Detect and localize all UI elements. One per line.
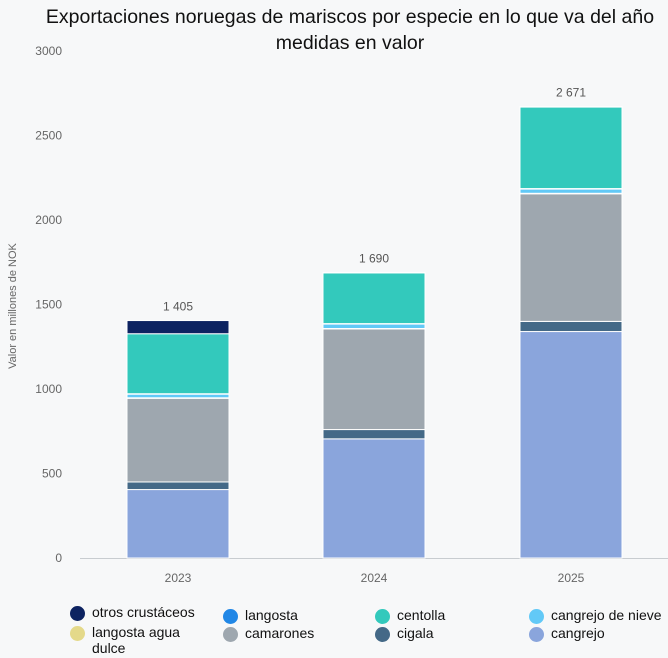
legend-swatch (529, 627, 544, 642)
y-tick-label: 2000 (35, 213, 62, 227)
bar-segment-camarones (322, 328, 426, 431)
legend-item: cigala (375, 625, 434, 642)
y-tick-label: 2500 (35, 129, 62, 143)
x-tick-label: 2025 (558, 571, 585, 585)
y-tick-label: 3000 (35, 44, 62, 58)
legend-item: langosta (223, 607, 298, 624)
legend-label: otros crustáceos (92, 604, 195, 620)
bar-segment-cangrejo (322, 438, 426, 559)
y-tick-label: 1500 (35, 298, 62, 312)
legend-swatch (70, 626, 85, 641)
legend-swatch (223, 609, 238, 624)
legend-item: cangrejo de nieve (529, 607, 662, 624)
legend-label: cigala (397, 625, 434, 641)
x-tick-label: 2024 (361, 571, 388, 585)
chart-legend: otros crustáceos langosta centolla cangrejo… (70, 604, 668, 658)
chart-title: Exportaciones noruegas de mariscos por e… (45, 6, 655, 54)
bar-total-label: 1 690 (359, 251, 389, 265)
bar-segment-cangrejo (519, 331, 623, 559)
legend-swatch (529, 609, 544, 624)
bar-segment-otros-crustáceos (126, 320, 230, 335)
legend-swatch (375, 627, 390, 642)
y-tick-label: 1000 (35, 382, 62, 396)
bar-segment-otros-crustáceos (519, 106, 623, 108)
legend-item: centolla (375, 607, 445, 624)
legend-label: cangrejo (551, 625, 605, 641)
bar-total-label: 1 405 (163, 300, 193, 314)
bar-segment-cigala (126, 481, 230, 491)
legend-swatch (375, 609, 390, 624)
legend-swatch (223, 627, 238, 642)
bar-segment-otros-crustáceos (322, 271, 426, 274)
bar-segment-cigala (519, 320, 623, 333)
legend-item: otros crustáceos (70, 604, 195, 621)
legend-label: camarones (245, 625, 315, 641)
legend-label: cangrejo de nieve (551, 607, 662, 623)
legend-label: centolla (397, 607, 446, 623)
x-tick-label: 2023 (165, 571, 192, 585)
bar-total-label: 2 671 (556, 86, 586, 100)
bar-segment-cangrejo-de-nieve (322, 323, 426, 329)
legend-label: langosta agua dulce (92, 624, 180, 656)
y-tick-label: 0 (55, 551, 62, 565)
legend-item: camarones (223, 625, 314, 642)
legend-label: langosta (245, 607, 298, 623)
bar-segment-centolla (126, 333, 230, 395)
legend-item: cangrejo (529, 625, 605, 642)
y-tick-label: 500 (42, 467, 62, 481)
chart-plot-area: 0 500 1000 1500 2000 2500 3000 1 405 2023 1 690 20… (35, 44, 668, 585)
bar-segment-cigala (322, 429, 426, 440)
bar-segment-camarones (126, 397, 230, 483)
legend-swatch (70, 606, 85, 621)
bar-segment-cangrejo-de-nieve (519, 188, 623, 194)
bar-segment-centolla (322, 272, 426, 325)
legend-item: langosta agua dulce (70, 624, 210, 656)
bar-segment-cangrejo (126, 489, 230, 559)
bar-segment-centolla (519, 106, 623, 190)
bar-segment-camarones (519, 193, 623, 322)
